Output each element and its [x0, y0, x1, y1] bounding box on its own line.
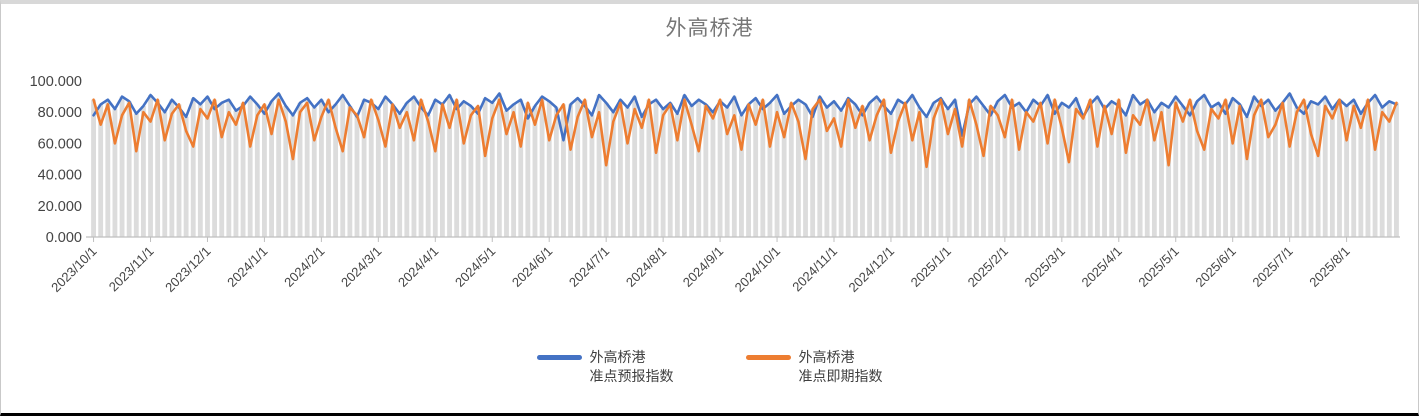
svg-text:40.000: 40.000 — [38, 168, 82, 184]
svg-text:2024/1/1: 2024/1/1 — [224, 244, 270, 290]
svg-text:2025/8/1: 2025/8/1 — [1306, 244, 1352, 290]
svg-text:20.000: 20.000 — [38, 199, 82, 215]
plot-area: 2023/10/1 2023/11/1 2023/12/1 2024/1/1 2024/… — [30, 74, 1400, 296]
svg-text:0.000: 0.000 — [46, 230, 82, 246]
svg-text:2024/12/1: 2024/12/1 — [846, 244, 898, 296]
svg-text:2024/7/1: 2024/7/1 — [566, 244, 612, 290]
x-axis-ticks — [93, 237, 1348, 242]
svg-text:2025/6/1: 2025/6/1 — [1192, 244, 1238, 290]
svg-text:2024/11/1: 2024/11/1 — [789, 244, 840, 295]
svg-text:2024/2/1: 2024/2/1 — [281, 244, 327, 290]
legend: 外高桥港 准点预报指数 外高桥港 准点即期指数 — [1, 348, 1418, 386]
svg-text:2023/10/1: 2023/10/1 — [48, 244, 100, 296]
svg-text:2023/11/1: 2023/11/1 — [106, 244, 157, 295]
series-line-forecast — [92, 92, 1398, 142]
legend-label-forecast: 外高桥港 准点预报指数 — [589, 349, 674, 384]
y-axis-labels: 100.000 80.000 60.000 40.000 20.000 0.000 — [30, 74, 82, 246]
x-axis-labels: 2023/10/1 2023/11/1 2023/12/1 2024/1/1 2024/… — [48, 244, 1353, 296]
series-line-spot — [92, 98, 1398, 169]
svg-text:2025/4/1: 2025/4/1 — [1079, 244, 1125, 290]
legend-item-spot: 外高桥港 准点即期指数 — [745, 348, 883, 386]
svg-text:2025/1/1: 2025/1/1 — [908, 244, 954, 290]
svg-text:60.000: 60.000 — [38, 136, 82, 152]
svg-text:2024/10/1: 2024/10/1 — [732, 244, 784, 296]
svg-text:2024/3/1: 2024/3/1 — [338, 244, 384, 290]
svg-text:2025/2/1: 2025/2/1 — [965, 244, 1011, 290]
svg-text:2025/5/1: 2025/5/1 — [1135, 244, 1181, 290]
svg-text:2024/8/1: 2024/8/1 — [623, 244, 669, 290]
svg-text:2024/4/1: 2024/4/1 — [395, 244, 441, 290]
legend-line-spot-swatch — [745, 355, 791, 360]
svg-text:2024/9/1: 2024/9/1 — [680, 244, 726, 290]
svg-text:2024/6/1: 2024/6/1 — [509, 244, 555, 290]
legend-label-spot: 外高桥港 准点即期指数 — [798, 349, 883, 384]
legend-line-forecast-swatch — [536, 355, 582, 360]
chart-title: 外高桥港 — [665, 17, 754, 40]
svg-text:2025/3/1: 2025/3/1 — [1022, 244, 1068, 290]
svg-text:2023/12/1: 2023/12/1 — [162, 244, 214, 296]
svg-text:2024/5/1: 2024/5/1 — [452, 244, 498, 290]
svg-text:80.000: 80.000 — [38, 105, 82, 121]
legend-item-forecast: 外高桥港 准点预报指数 — [536, 348, 674, 386]
svg-text:2025/7/1: 2025/7/1 — [1249, 244, 1295, 290]
svg-text:100.000: 100.000 — [30, 74, 82, 90]
droplines — [91, 93, 1399, 238]
